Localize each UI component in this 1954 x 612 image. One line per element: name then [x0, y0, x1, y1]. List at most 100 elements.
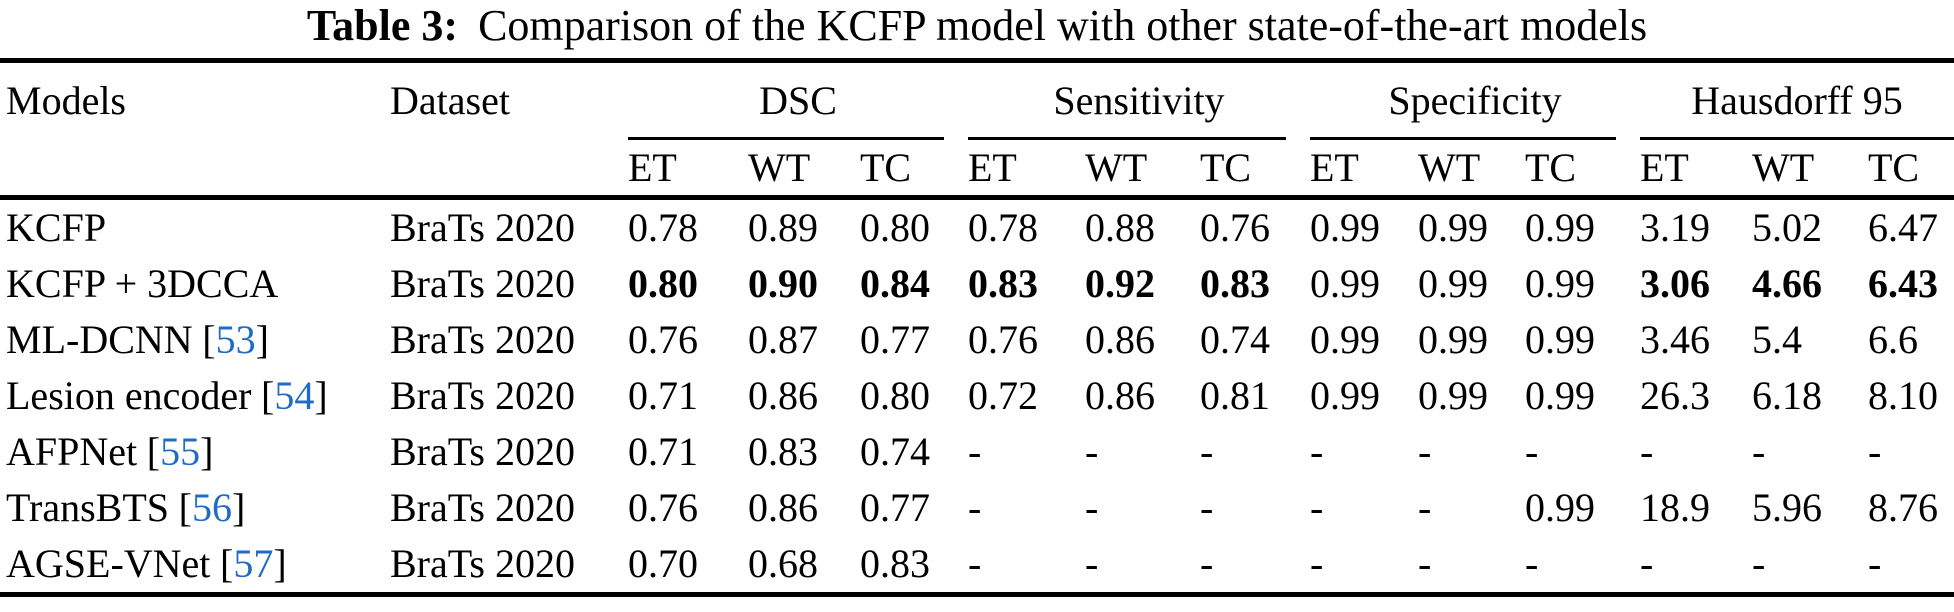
subcolumn-header: WT [748, 145, 811, 190]
value-cell: - [1200, 541, 1214, 586]
group-header-hausdorff: Hausdorff 95 [1640, 77, 1954, 140]
value-cell: - [1085, 429, 1099, 474]
value-cell: 0.83 [968, 261, 1038, 306]
value-cell: 0.89 [748, 205, 818, 250]
table-row: TransBTS [56] BraTs 2020 0.76 0.86 0.77 -… [0, 480, 1954, 536]
column-header-models: Models [6, 78, 126, 123]
citation-ref[interactable]: [56] [178, 485, 246, 530]
value-cell: - [1418, 541, 1432, 586]
citation-number: 55 [160, 429, 201, 474]
value-cell: 0.99 [1525, 261, 1595, 306]
value-cell: - [1085, 485, 1099, 530]
column-header-dataset: Dataset [390, 78, 510, 123]
subheader-row: ET WT TC ET WT TC ET WT TC ET WT TC [0, 140, 1954, 195]
subcolumn-header: TC [1868, 145, 1920, 190]
value-cell: - [1752, 541, 1766, 586]
value-cell: 0.71 [628, 373, 698, 418]
group-label: Hausdorff 95 [1691, 78, 1903, 123]
value-cell: - [1868, 429, 1882, 474]
citation-ref[interactable]: [55] [146, 429, 214, 474]
value-cell: - [1640, 541, 1654, 586]
group-header-dsc: DSC [628, 77, 968, 140]
table-row: ML-DCNN [53] BraTs 2020 0.76 0.87 0.77 0.… [0, 312, 1954, 368]
value-cell: 0.99 [1310, 205, 1380, 250]
value-cell: 0.76 [628, 317, 698, 362]
value-cell: 0.99 [1310, 373, 1380, 418]
value-cell: - [1310, 429, 1324, 474]
value-cell: 0.84 [860, 261, 930, 306]
table-caption-text: Comparison of the KCFP model with other … [478, 1, 1648, 50]
table-caption: Table 3: Comparison of the KCFP model wit… [0, 0, 1954, 58]
value-cell: 0.99 [1418, 205, 1488, 250]
group-label: DSC [759, 78, 837, 123]
value-cell: 0.99 [1418, 317, 1488, 362]
value-cell: 0.99 [1525, 373, 1595, 418]
value-cell: - [1200, 429, 1214, 474]
header-rule [0, 195, 1954, 200]
value-cell: - [1640, 429, 1654, 474]
dataset-cell: BraTs 2020 [390, 373, 575, 418]
model-cell: Lesion encoder [54] [6, 368, 390, 424]
value-cell: 0.71 [628, 429, 698, 474]
value-cell: 0.99 [1310, 261, 1380, 306]
value-cell: 0.99 [1310, 317, 1380, 362]
citation-number: 54 [274, 373, 315, 418]
value-cell: - [1525, 541, 1539, 586]
value-cell: - [968, 541, 982, 586]
table-row: Lesion encoder [54] BraTs 2020 0.71 0.86 … [0, 368, 1954, 424]
value-cell: 0.90 [748, 261, 818, 306]
group-underline [968, 137, 1286, 140]
value-cell: 0.68 [748, 541, 818, 586]
value-cell: 0.80 [860, 373, 930, 418]
citation-number: 56 [191, 485, 232, 530]
subcolumn-header: ET [1310, 145, 1359, 190]
value-cell: 0.78 [628, 205, 698, 250]
value-cell: 0.78 [968, 205, 1038, 250]
citation-ref[interactable]: [54] [261, 373, 328, 418]
group-underline [1310, 137, 1616, 140]
group-label: Specificity [1388, 78, 1562, 123]
value-cell: 5.4 [1752, 317, 1802, 362]
value-cell: 0.76 [628, 485, 698, 530]
value-cell: 0.74 [860, 429, 930, 474]
value-cell: 0.99 [1525, 205, 1595, 250]
value-cell: 0.92 [1085, 261, 1155, 306]
value-cell: - [1085, 541, 1099, 586]
value-cell: 0.86 [748, 373, 818, 418]
value-cell: 0.88 [1085, 205, 1155, 250]
model-name: Lesion encoder [6, 373, 252, 418]
value-cell: 3.19 [1640, 205, 1710, 250]
model-cell: ML-DCNN [53] [6, 312, 390, 368]
value-cell: - [1310, 541, 1324, 586]
bottom-rule [0, 592, 1954, 597]
value-cell: - [1752, 429, 1766, 474]
table-number: Table 3: [306, 1, 459, 50]
model-name: AGSE-VNet [6, 541, 211, 586]
group-underline [628, 137, 944, 140]
table-row: AGSE-VNet [57] BraTs 2020 0.70 0.68 0.83 … [0, 536, 1954, 592]
value-cell: 18.9 [1640, 485, 1710, 530]
model-name: KCFP + 3DCCA [6, 261, 279, 306]
value-cell: 6.6 [1868, 317, 1918, 362]
model-cell: KCFP [6, 200, 390, 256]
value-cell: 0.86 [748, 485, 818, 530]
dataset-cell: BraTs 2020 [390, 485, 575, 530]
header-group-row: Models Dataset DSC Sensitivity Specifici… [0, 63, 1954, 140]
value-cell: 5.96 [1752, 485, 1822, 530]
value-cell: 3.06 [1640, 261, 1710, 306]
citation-ref[interactable]: [53] [202, 317, 269, 362]
citation-ref[interactable]: [57] [220, 541, 287, 586]
dataset-cell: BraTs 2020 [390, 205, 575, 250]
value-cell: 6.43 [1868, 261, 1938, 306]
table-row: AFPNet [55] BraTs 2020 0.71 0.83 0.74 - -… [0, 424, 1954, 480]
value-cell: 26.3 [1640, 373, 1710, 418]
top-rule [0, 58, 1954, 63]
value-cell: 8.10 [1868, 373, 1938, 418]
value-cell: 0.83 [1200, 261, 1270, 306]
value-cell: 0.86 [1085, 317, 1155, 362]
model-name: TransBTS [6, 485, 170, 530]
subcolumn-header: TC [1525, 145, 1577, 190]
value-cell: 6.18 [1752, 373, 1822, 418]
value-cell: 0.99 [1418, 373, 1488, 418]
subcolumn-header: WT [1418, 145, 1481, 190]
